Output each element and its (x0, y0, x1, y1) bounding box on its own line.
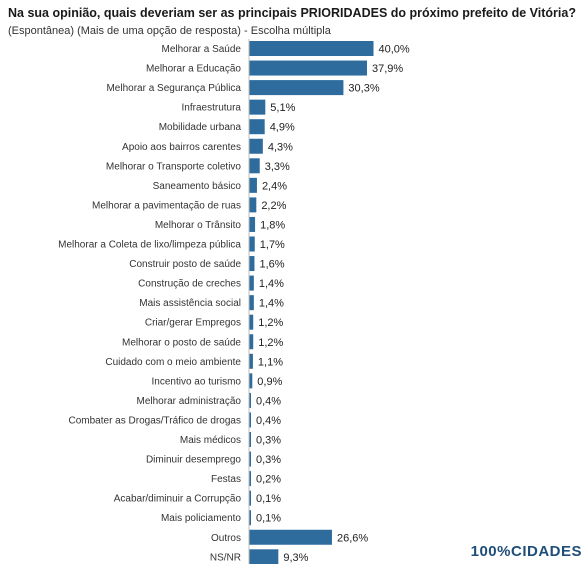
category-label: Mobilidade urbana (159, 122, 242, 133)
data-label: 0,4% (256, 415, 281, 427)
category-label: Festas (211, 474, 241, 485)
brand-logo: 100%CIDADES (470, 543, 582, 560)
data-label: 0,1% (256, 513, 281, 525)
category-label: Incentivo ao turismo (152, 376, 242, 387)
bar (249, 353, 253, 369)
data-label: 40,0% (379, 44, 410, 56)
bar (249, 412, 251, 428)
bar (249, 334, 254, 350)
bar (249, 373, 253, 389)
data-label: 26,6% (337, 532, 368, 544)
bar (249, 471, 251, 487)
data-label: 0,4% (256, 395, 281, 407)
bar (249, 177, 257, 193)
data-label: 1,2% (258, 337, 283, 349)
bar (249, 549, 279, 564)
category-label: Melhorar a Segurança Pública (106, 83, 241, 94)
bar (249, 490, 251, 506)
category-label: Construir posto de saúde (129, 259, 241, 270)
category-label: Infraestrutura (182, 103, 242, 114)
data-label: 37,9% (372, 63, 403, 75)
data-label: 1,4% (259, 298, 284, 310)
chart-title: Na sua opinião, quais deveriam ser as pr… (8, 6, 576, 20)
category-label: Saneamento básico (153, 181, 242, 192)
data-label: 4,9% (270, 122, 295, 134)
data-label: 0,3% (256, 435, 281, 447)
category-label: Acabar/diminuir a Corrupção (114, 494, 242, 505)
category-label: Construção de creches (138, 279, 241, 290)
bar (249, 256, 255, 272)
category-label: Cuidado com o meio ambiente (105, 357, 241, 368)
data-label: 1,7% (260, 239, 285, 251)
category-label: Melhorar o posto de saúde (122, 337, 241, 348)
bar (249, 41, 374, 56)
category-label: Mais médicos (180, 435, 241, 446)
data-label: 3,3% (265, 161, 290, 173)
bar (249, 529, 332, 545)
bar (249, 138, 263, 154)
category-label: Melhorar a Saúde (162, 44, 242, 55)
data-label: 30,3% (348, 83, 379, 95)
category-label: Melhorar a pavimentação de ruas (92, 200, 241, 211)
category-label: Melhorar a Educação (146, 64, 241, 75)
category-label: Combater as Drogas/Tráfico de drogas (69, 415, 242, 426)
bar (249, 392, 251, 408)
data-label: 5,1% (270, 102, 295, 114)
data-label: 1,4% (259, 278, 284, 290)
bar (249, 158, 260, 174)
data-label: 2,4% (262, 180, 287, 192)
data-label: 2,2% (261, 200, 286, 212)
bar (249, 119, 265, 135)
bar (249, 510, 251, 526)
bar (249, 295, 254, 311)
category-label: Melhorar administração (137, 396, 242, 407)
bar (249, 236, 255, 252)
bar (249, 451, 251, 467)
bar (249, 80, 344, 96)
data-label: 0,2% (256, 474, 281, 486)
data-label: 9,3% (283, 552, 308, 564)
data-label: 0,3% (256, 454, 281, 466)
category-label: Melhorar a Coleta de lixo/limpeza públic… (58, 240, 241, 251)
category-label: Mais policiamento (161, 513, 241, 524)
data-label: 1,2% (258, 317, 283, 329)
bar (249, 99, 266, 115)
category-label: Melhorar o Transporte coletivo (106, 161, 242, 172)
category-label: Melhorar o Trânsito (155, 220, 242, 231)
data-label: 4,3% (268, 141, 293, 153)
category-label: Outros (211, 533, 241, 544)
category-label: Criar/gerar Empregos (145, 318, 241, 329)
bar (249, 432, 251, 447)
data-label: 1,1% (258, 356, 283, 368)
bar (249, 314, 254, 330)
data-label: 1,6% (259, 259, 284, 271)
category-label: Apoio aos bairros carentes (122, 142, 241, 153)
category-label: NS/NR (210, 552, 241, 563)
bar (249, 197, 257, 213)
chart-subtitle: (Espontânea) (Mais de uma opção de respo… (8, 25, 331, 37)
category-label: Diminuir desemprego (146, 455, 241, 466)
bar (249, 216, 256, 232)
data-label: 0,9% (257, 376, 282, 388)
data-label: 1,8% (260, 219, 285, 231)
data-label: 0,1% (256, 493, 281, 505)
category-label: Mais assistência social (139, 298, 241, 309)
bar (249, 60, 367, 76)
bar (249, 275, 254, 291)
